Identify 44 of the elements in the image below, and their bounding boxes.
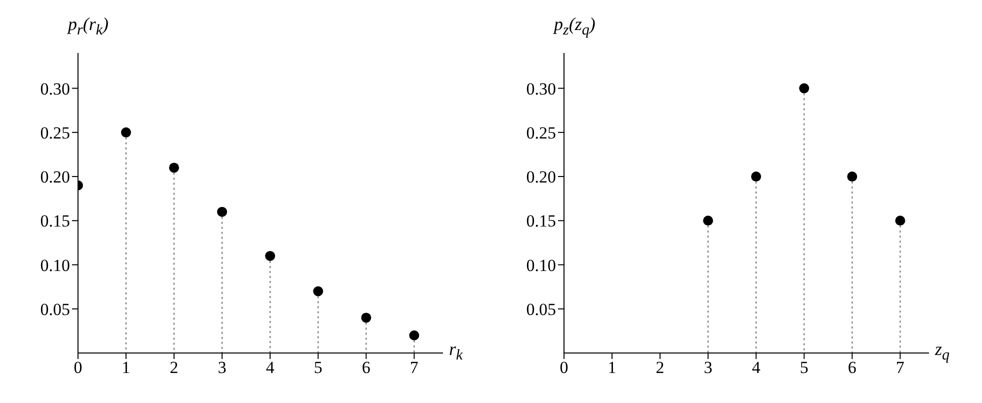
point xyxy=(799,83,810,94)
y-tick-label: 0.05 xyxy=(40,300,70,319)
x-tick-label: 6 xyxy=(362,358,370,378)
point xyxy=(313,286,324,296)
x-tick-label: 2 xyxy=(170,358,178,378)
point xyxy=(751,172,762,182)
y-axis-title: p$_{z}$(z$_{q}$) xyxy=(554,14,596,40)
y-tick-label: 0.20 xyxy=(526,168,556,187)
x-tick-label: 0 xyxy=(560,358,568,378)
x-tick-label: 0 xyxy=(74,358,82,378)
point xyxy=(121,127,132,138)
x-tick-label: 5 xyxy=(314,358,322,378)
x-tick-label: 2 xyxy=(656,358,664,378)
y-tick-label: 0.10 xyxy=(40,256,70,275)
y-tick-label: 0.30 xyxy=(40,79,70,98)
y-tick-label: 0.10 xyxy=(526,256,556,275)
x-tick-label: 5 xyxy=(800,358,808,378)
y-tick-label: 0.30 xyxy=(526,79,556,98)
y-tick-label: 0.15 xyxy=(526,212,556,231)
y-tick-label: 0.20 xyxy=(40,168,70,187)
y-tick-label: 0.25 xyxy=(40,123,70,142)
y-axis-title: p$_{r}$(r$_{k}$) xyxy=(68,14,109,40)
x-tick-label: 1 xyxy=(122,358,130,378)
x-axis-title: r$_{k}$ xyxy=(449,339,463,365)
point xyxy=(217,206,228,217)
y-tick-label: 0.05 xyxy=(526,300,556,319)
point xyxy=(169,162,180,173)
point xyxy=(361,312,372,323)
point xyxy=(265,250,276,261)
x-axis-title: z$_{q}$ xyxy=(935,339,950,365)
point xyxy=(703,216,714,226)
y-tick-label: 0.25 xyxy=(526,123,556,142)
point xyxy=(409,330,420,340)
x-tick-label: 4 xyxy=(266,358,275,378)
y-tick-label: 0.15 xyxy=(40,212,70,231)
x-tick-label: 3 xyxy=(704,358,712,378)
point xyxy=(895,216,906,226)
x-tick-label: 4 xyxy=(752,358,761,378)
x-tick-label: 7 xyxy=(410,358,419,378)
x-tick-label: 3 xyxy=(218,358,226,378)
x-tick-label: 7 xyxy=(896,358,905,378)
point xyxy=(847,172,858,182)
x-tick-label: 1 xyxy=(608,358,616,378)
x-tick-label: 6 xyxy=(848,358,856,378)
